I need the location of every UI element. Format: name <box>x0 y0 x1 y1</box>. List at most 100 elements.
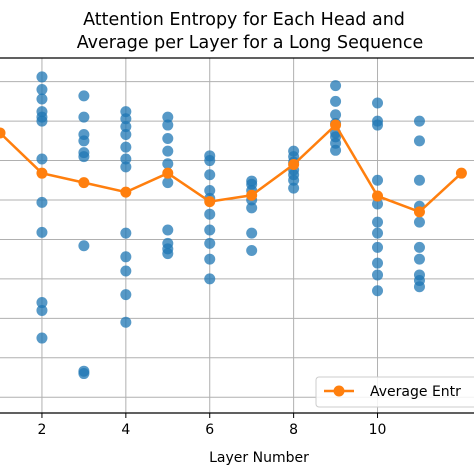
head-point <box>246 227 258 239</box>
average-point <box>288 159 300 170</box>
head-point <box>204 155 216 167</box>
head-point <box>120 265 132 277</box>
head-point <box>78 368 90 380</box>
average-point <box>78 177 90 189</box>
head-point <box>78 111 90 123</box>
average-point <box>120 186 132 198</box>
head-point <box>120 121 132 133</box>
x-tick-label: 4 <box>121 422 130 438</box>
head-point <box>120 316 132 328</box>
head-point <box>413 241 425 253</box>
x-tick-label: 10 <box>369 422 387 438</box>
head-point <box>330 109 342 121</box>
head-point <box>162 158 174 170</box>
head-point <box>413 135 425 147</box>
head-point <box>120 113 132 125</box>
head-point <box>36 196 48 208</box>
legend-marker-swatch <box>333 385 345 397</box>
head-point <box>120 153 132 165</box>
head-point <box>288 182 300 194</box>
head-entropy-points <box>36 71 425 380</box>
head-point <box>162 224 174 236</box>
head-point <box>246 202 258 214</box>
average-line <box>0 123 463 214</box>
head-point <box>413 216 425 228</box>
head-point <box>372 119 384 131</box>
x-axis-label: Layer Number <box>209 450 309 466</box>
head-point <box>372 216 384 228</box>
head-point <box>372 227 384 239</box>
head-point <box>288 174 300 186</box>
head-point <box>372 257 384 269</box>
legend-entry-average: Average Entr <box>370 384 461 400</box>
head-point <box>36 332 48 344</box>
head-point <box>204 185 216 197</box>
x-tick-label: 8 <box>289 422 298 438</box>
head-point <box>120 129 132 141</box>
head-point <box>413 174 425 186</box>
head-point <box>162 132 174 144</box>
average-point <box>413 206 425 218</box>
average-entropy-series <box>0 119 467 218</box>
head-point <box>36 304 48 316</box>
head-point <box>36 153 48 165</box>
head-point <box>120 289 132 301</box>
average-point <box>372 190 384 202</box>
average-point <box>455 167 467 179</box>
head-point <box>204 273 216 285</box>
average-point <box>204 196 216 208</box>
average-point <box>0 127 6 139</box>
x-axis-ticks: 2 4 6 8 10 <box>37 413 386 438</box>
head-point <box>162 119 174 131</box>
chart-title-line-2: Average per Layer for a Long Sequence <box>77 33 424 53</box>
head-point <box>120 161 132 173</box>
head-point <box>162 177 174 189</box>
head-point <box>36 84 48 96</box>
head-point <box>36 93 48 105</box>
head-point <box>372 174 384 186</box>
head-point <box>330 144 342 156</box>
average-point <box>246 189 258 201</box>
head-point <box>120 227 132 239</box>
head-point <box>372 198 384 210</box>
head-point <box>330 95 342 107</box>
head-point <box>372 269 384 281</box>
legend-box <box>315 376 474 408</box>
head-point <box>204 169 216 181</box>
average-point <box>36 167 48 179</box>
head-point <box>372 285 384 297</box>
head-point <box>78 240 90 252</box>
head-point <box>78 151 90 163</box>
head-point <box>162 248 174 260</box>
average-point <box>330 119 342 131</box>
head-point <box>204 253 216 265</box>
head-point <box>204 224 216 236</box>
head-point <box>36 226 48 238</box>
head-point <box>413 115 425 127</box>
head-point <box>372 241 384 253</box>
legend: Average Entr <box>315 376 474 408</box>
chart-title-line-1: Attention Entropy for Each Head and <box>83 10 405 30</box>
axes-frame <box>0 57 474 414</box>
head-point <box>120 141 132 153</box>
head-point <box>120 251 132 263</box>
grid-layer <box>0 58 474 413</box>
x-tick-label: 2 <box>37 422 46 438</box>
head-point <box>330 80 342 92</box>
head-point <box>36 115 48 127</box>
head-point <box>36 297 48 309</box>
head-point <box>204 237 216 249</box>
head-point <box>162 111 174 123</box>
average-point <box>162 167 174 179</box>
head-point <box>413 253 425 265</box>
head-point <box>372 97 384 109</box>
head-point <box>78 90 90 102</box>
head-point <box>162 145 174 157</box>
head-point <box>78 135 90 147</box>
x-tick-label: 6 <box>205 422 214 438</box>
head-point <box>204 208 216 220</box>
head-point <box>36 71 48 83</box>
head-point <box>246 244 258 256</box>
head-point <box>413 281 425 293</box>
